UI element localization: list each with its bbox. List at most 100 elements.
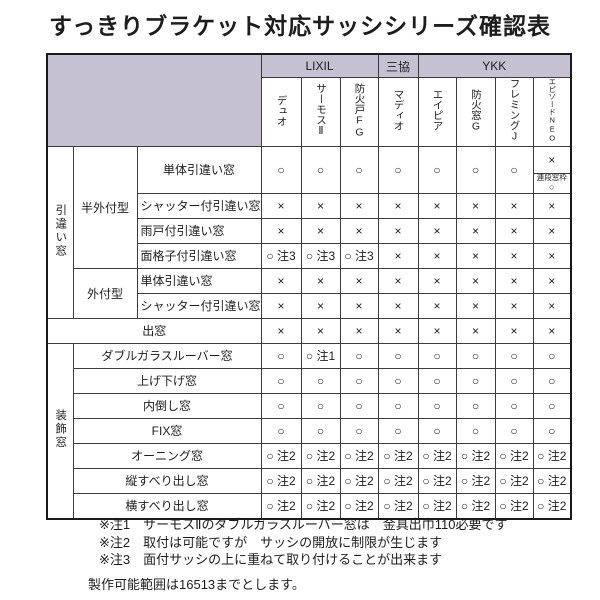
result-cell: ○ bbox=[417, 392, 457, 419]
result-cell: × bbox=[455, 217, 496, 244]
result-cell: ○ bbox=[494, 342, 534, 369]
result-cell: ○ bbox=[532, 417, 572, 444]
result-cell: × bbox=[300, 267, 341, 294]
row-label: 縦すべり出し窓 bbox=[72, 467, 262, 494]
table-row: 横すべり出し窓 ○ 注2 ○ 注2 ○ 注2 ○ 注2 ○ 注2 ○ 注2 ○ … bbox=[47, 492, 572, 519]
table-row: 内倒し窓 ○ ○ ○ ○ ○ ○ ○ ○ bbox=[47, 392, 572, 419]
result-cell: ○ 注2 bbox=[455, 492, 496, 519]
result-cell: ○ bbox=[494, 367, 534, 394]
product-header-episode-neo: エピソードNEO bbox=[532, 77, 572, 147]
product-header-boukado-fg: 防火戸FG bbox=[339, 77, 379, 147]
result-cell: ○ bbox=[455, 367, 496, 394]
table-row: 上げ下げ窓 ○ ○ ○ ○ ○ ○ ○ ○ bbox=[47, 367, 572, 394]
table-row: 縦すべり出し窓 ○ 注2 ○ 注2 ○ 注2 ○ 注2 ○ 注2 ○ 注2 ○ … bbox=[47, 467, 572, 494]
result-cell: × bbox=[417, 242, 457, 269]
result-cell: × bbox=[339, 217, 379, 244]
page-title: すっきりブラケット対応サッシシリーズ確認表 bbox=[49, 13, 551, 39]
result-cell: ○ 注2 bbox=[494, 492, 534, 519]
result-cell: ○ bbox=[455, 392, 496, 419]
result-cell: ○ bbox=[455, 342, 496, 369]
row-label: 横すべり出し窓 bbox=[72, 492, 262, 519]
result-cell: × bbox=[455, 317, 496, 344]
table-row: シャッター付引違い窓 × × × × × × × × bbox=[47, 292, 572, 319]
table-row: 装飾窓 ダブルガラスルーバー窓 ○ ○ 注1 ○ ○ ○ ○ ○ ○ bbox=[46, 342, 572, 519]
result-cell: ○ bbox=[417, 417, 457, 444]
result-cell: ○ 注2 bbox=[417, 492, 457, 519]
product-header-thermos2: サーモスⅡ bbox=[300, 77, 341, 147]
result-cell: × bbox=[377, 242, 419, 269]
result-cell: × bbox=[455, 267, 496, 294]
result-cell: ○ bbox=[339, 417, 379, 444]
result-cell: × bbox=[260, 267, 302, 294]
result-cell: ○ bbox=[260, 417, 302, 444]
result-cell: × bbox=[417, 292, 457, 319]
result-cell: × bbox=[532, 217, 572, 244]
result-cell: ○ bbox=[300, 417, 341, 444]
result-cell: × bbox=[417, 267, 457, 294]
result-cell: × bbox=[532, 192, 572, 219]
result-cell: × bbox=[300, 192, 341, 219]
result-cell: ○ bbox=[417, 342, 457, 369]
result-cell: ○ 注2 bbox=[339, 492, 379, 519]
result-cell: × bbox=[260, 317, 302, 344]
result-cell: ○ 注3 bbox=[260, 242, 302, 269]
result-cell: ○ 注2 bbox=[494, 467, 534, 494]
row-label: オーニング窓 bbox=[72, 442, 262, 469]
result-cell: ○ 注2 bbox=[455, 467, 496, 494]
result-cell: ○ bbox=[377, 417, 419, 444]
table-row: 面格子付引違い窓 ○ 注3 ○ 注3 ○ 注3 × × × × × bbox=[47, 242, 572, 269]
result-cell: × bbox=[417, 217, 457, 244]
result-cell: × bbox=[339, 292, 379, 319]
result-cell-split: × 連段窓枠 ○ bbox=[532, 145, 572, 194]
result-cell: ○ bbox=[300, 367, 341, 394]
result-cell: ○ 注2 bbox=[300, 492, 341, 519]
corner-cell bbox=[46, 53, 262, 147]
result-cell: ○ bbox=[339, 145, 379, 194]
result-cell: × bbox=[377, 267, 419, 294]
result-cell: ○ bbox=[300, 145, 341, 194]
row-label: 単体引違い窓 bbox=[136, 267, 262, 294]
result-cell: × bbox=[300, 217, 341, 244]
result-cell: ○ 注2 bbox=[377, 492, 419, 519]
row-label: FIX窓 bbox=[72, 417, 262, 444]
result-cell: ○ 注2 bbox=[417, 467, 457, 494]
table-row: シャッター付引違い窓 × × × × × × × × bbox=[47, 192, 572, 219]
result-cell: ○ bbox=[260, 392, 302, 419]
result-cell: ○ 注1 bbox=[300, 342, 341, 369]
result-cell: × bbox=[339, 267, 379, 294]
result-cell: × bbox=[494, 217, 534, 244]
result-cell: × bbox=[455, 292, 496, 319]
product-header-apia: エイピア bbox=[417, 77, 457, 147]
production-range-note: 製作可能範囲は16513までとします。 bbox=[88, 577, 305, 592]
result-cell: × bbox=[532, 242, 572, 269]
result-cell: × bbox=[260, 192, 302, 219]
result-cell: × bbox=[455, 242, 496, 269]
result-cell: ○ bbox=[377, 392, 419, 419]
row-label: 内倒し窓 bbox=[72, 392, 262, 419]
product-header-madio: マディオ bbox=[377, 77, 419, 147]
result-cell: ○ bbox=[532, 367, 572, 394]
split-label: 連段窓枠 bbox=[536, 173, 567, 183]
row-label: 上げ下げ窓 bbox=[72, 367, 262, 394]
row-subgroup-hansotozuke: 半外付型 bbox=[72, 145, 138, 269]
table-row: 引違い窓 半外付型 単体引違い窓 ○ ○ ○ ○ ○ ○ ○ × 連段窓枠 ○ bbox=[46, 145, 572, 319]
table-row: 出窓 × × × × × × × × bbox=[46, 317, 572, 344]
row-label-demado: 出窓 bbox=[46, 317, 262, 344]
sash-compatibility-table: LIXIL 三協 YKK デュオ サーモスⅡ 防火戸FG マディオ エイピア 防… bbox=[46, 53, 573, 520]
result-cell: ○ bbox=[455, 417, 496, 444]
result-cell: ○ bbox=[260, 367, 302, 394]
table-wrapper: LIXIL 三協 YKK デュオ サーモスⅡ 防火戸FG マディオ エイピア 防… bbox=[46, 53, 573, 520]
split-value: ○ bbox=[549, 181, 555, 192]
result-cell: ○ 注2 bbox=[377, 467, 419, 494]
footnote-3: ※注3 面付サッシの上に重ねて取り付けることが出来ます bbox=[99, 552, 443, 567]
footnotes: ※注1 サーモスⅡのダブルガラスルーバー窓は 金具出巾110必要です ※注2 取… bbox=[99, 516, 507, 569]
result-cell: ○ bbox=[260, 342, 302, 369]
result-cell: × bbox=[494, 267, 534, 294]
product-header-row: デュオ サーモスⅡ 防火戸FG マディオ エイピア 防火窓G フレミングJ エピ… bbox=[47, 77, 572, 147]
result-cell: ○ bbox=[532, 342, 572, 369]
result-cell: ○ 注2 bbox=[260, 492, 302, 519]
result-cell: × bbox=[377, 317, 419, 344]
row-label: 面格子付引違い窓 bbox=[136, 242, 262, 269]
result-cell: ○ bbox=[532, 392, 572, 419]
result-cell: × bbox=[260, 292, 302, 319]
